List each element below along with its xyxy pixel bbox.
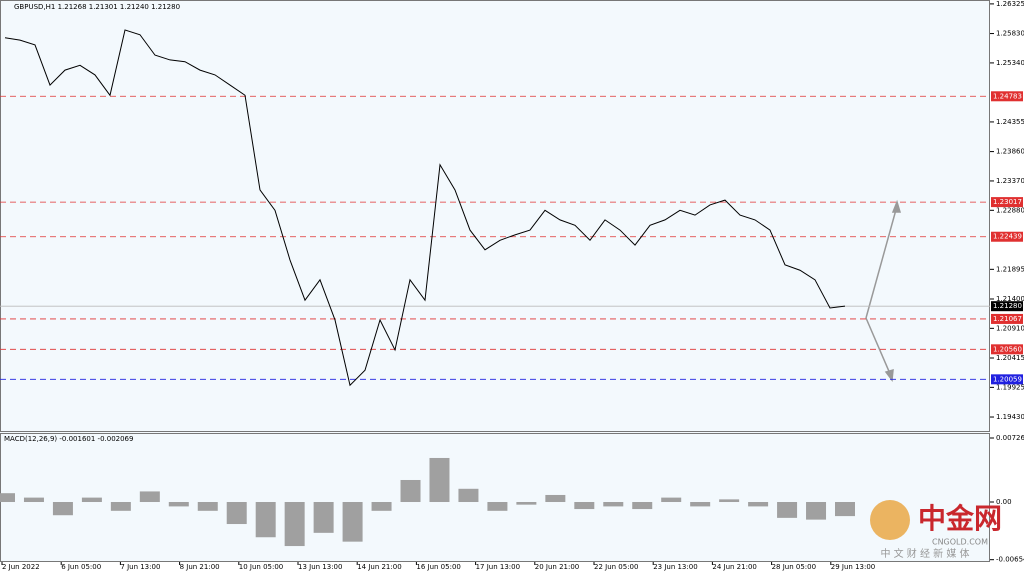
y-tick-label: 1.19430 xyxy=(996,413,1024,421)
macd-bar xyxy=(52,502,73,516)
macd-bar xyxy=(719,499,740,503)
current-price-tag xyxy=(991,301,1023,312)
x-tick-label: 13 Jun 13:00 xyxy=(298,563,342,571)
macd-bar xyxy=(0,493,15,503)
watermark-brand: 中金网 xyxy=(918,502,1002,535)
macd-y-tick-label: 0.00 xyxy=(996,498,1012,506)
macd-bar xyxy=(284,502,305,547)
level-tag xyxy=(991,91,1023,102)
level-label: 1.22439 xyxy=(993,233,1022,241)
level-tag xyxy=(991,313,1023,324)
plot-bg xyxy=(0,0,990,562)
macd-bar xyxy=(110,502,131,511)
level-tag xyxy=(991,197,1023,208)
macd-bar xyxy=(458,488,479,503)
x-tick-label: 8 Jun 21:00 xyxy=(180,563,220,571)
macd-bar xyxy=(516,502,537,505)
watermark-site: CNGOLD.COM xyxy=(932,538,988,547)
macd-bar xyxy=(81,497,102,503)
macd-bar xyxy=(23,497,44,503)
y-tick-label: 1.25340 xyxy=(996,59,1024,67)
macd-bar xyxy=(197,502,218,511)
macd-bar xyxy=(632,502,653,510)
y-tick-label: 1.20415 xyxy=(996,354,1024,362)
macd-bar xyxy=(342,502,363,542)
level-tag xyxy=(991,344,1023,355)
macd-bar xyxy=(545,494,566,503)
macd-bar xyxy=(313,502,334,533)
x-tick-label: 7 Jun 13:00 xyxy=(120,563,160,571)
level-label: 1.20560 xyxy=(993,345,1022,353)
y-tick-label: 1.25830 xyxy=(996,30,1024,38)
x-tick-label: 2 Jun 2022 xyxy=(2,563,40,571)
x-tick-label: 24 Jun 21:00 xyxy=(712,563,756,571)
macd-bar xyxy=(371,502,392,511)
x-tick-label: 14 Jun 21:00 xyxy=(357,563,401,571)
level-label: 1.20059 xyxy=(993,375,1022,383)
macd-bar xyxy=(574,502,595,510)
macd-bar xyxy=(603,502,624,507)
x-tick-label: 6 Jun 05:00 xyxy=(61,563,101,571)
x-tick-label: 16 Jun 05:00 xyxy=(416,563,460,571)
x-tick-label: 23 Jun 13:00 xyxy=(653,563,697,571)
x-tick-label: 10 Jun 05:00 xyxy=(239,563,283,571)
macd-title: MACD(12,26,9) -0.001601 -0.002069 xyxy=(4,435,133,443)
x-tick-label: 20 Jun 21:00 xyxy=(535,563,579,571)
y-tick-label: 1.21895 xyxy=(996,265,1024,273)
macd-bar xyxy=(139,491,160,503)
x-tick-label: 17 Jun 13:00 xyxy=(476,563,520,571)
macd-y-tick-label: 0.007266 xyxy=(996,434,1024,442)
watermark-slogan: 中 文 财 经 新 媒 体 xyxy=(880,547,969,560)
macd-bar xyxy=(777,502,798,518)
level-label: 1.21067 xyxy=(993,315,1022,323)
y-tick-label: 1.24355 xyxy=(996,118,1024,126)
main-frame xyxy=(0,0,990,432)
watermark-logo xyxy=(870,500,910,540)
macd-bar xyxy=(661,497,682,503)
y-tick-label: 1.19925 xyxy=(996,383,1024,391)
x-tick-label: 22 Jun 05:00 xyxy=(594,563,638,571)
macd-bar xyxy=(429,457,450,503)
current-price-label: 1.21280 xyxy=(993,302,1022,310)
y-tick-label: 1.20910 xyxy=(996,324,1024,332)
macd-y-tick-label: -0.006547 xyxy=(996,556,1024,564)
macd-bar xyxy=(806,502,827,520)
level-tag xyxy=(991,374,1023,385)
macd-bar xyxy=(690,502,711,507)
level-label: 1.24783 xyxy=(993,92,1022,100)
macd-bar xyxy=(748,502,769,507)
y-tick-label: 1.22880 xyxy=(996,206,1024,214)
y-tick-label: 1.21400 xyxy=(996,295,1024,303)
macd-bar xyxy=(226,502,247,525)
x-tick-label: 29 Jun 13:00 xyxy=(831,563,875,571)
x-tick-label: 28 Jun 05:00 xyxy=(772,563,816,571)
y-tick-label: 1.23860 xyxy=(996,148,1024,156)
macd-bar xyxy=(487,502,508,511)
macd-bar xyxy=(835,502,855,517)
macd-bar xyxy=(168,502,189,507)
level-tag xyxy=(991,231,1023,242)
forecast-arrows xyxy=(865,199,902,382)
level-label: 1.23017 xyxy=(993,198,1022,206)
chart-title: GBPUSD,H1 1.21268 1.21301 1.21240 1.2128… xyxy=(14,3,180,11)
macd-bar xyxy=(400,479,421,503)
macd-bar xyxy=(255,502,276,538)
price-line xyxy=(4,29,846,387)
y-tick-label: 1.26325 xyxy=(996,0,1024,8)
y-tick-label: 1.23370 xyxy=(996,177,1024,185)
